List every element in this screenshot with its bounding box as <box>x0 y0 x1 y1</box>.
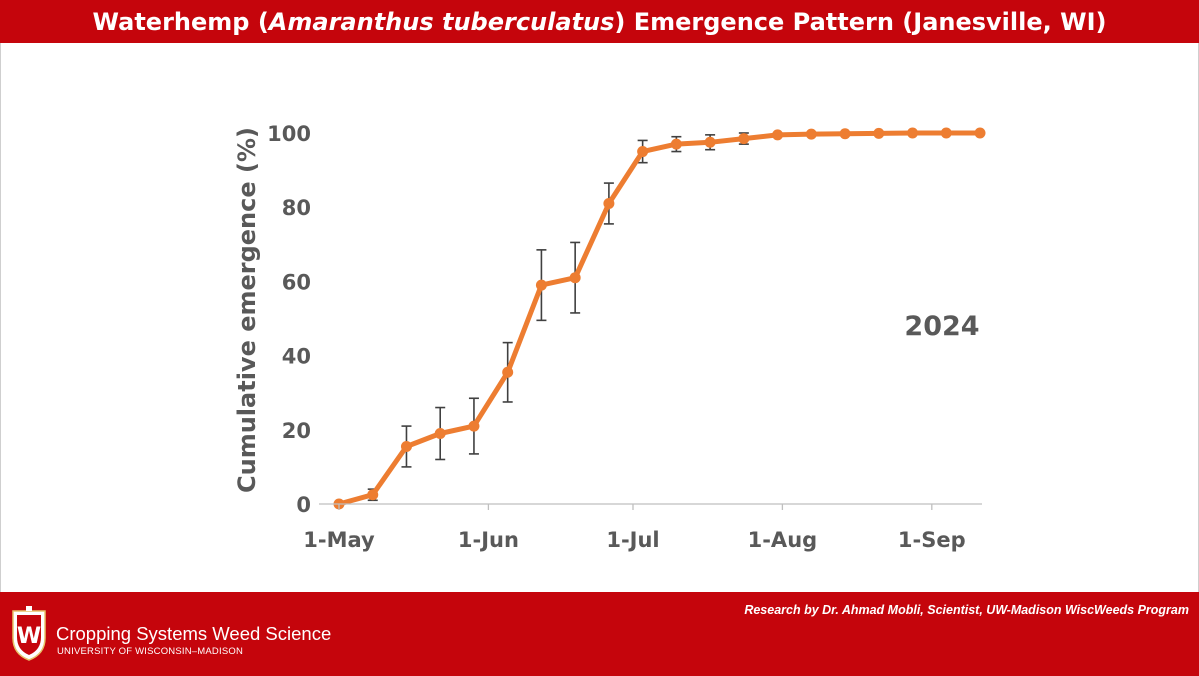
title-text: Waterhemp (Amaranthus tuberculatus) Emer… <box>92 7 1107 36</box>
y-tick-label: 100 <box>267 122 311 146</box>
x-tick-label: 1-Jun <box>458 528 519 552</box>
uw-crest-icon: W <box>12 606 46 661</box>
data-point <box>873 127 885 139</box>
data-point <box>805 128 817 140</box>
y-tick-label: 0 <box>296 493 311 517</box>
error-bars <box>367 132 749 502</box>
data-point <box>502 366 514 378</box>
y-tick-label: 20 <box>282 419 311 443</box>
university-name: UNIVERSITY OF WISCONSIN–MADISON <box>57 646 244 657</box>
emergence-chart: 1-May 1-Jun 1-Jul 1-Aug 1-Sep 0 20 40 60 80 100 C… <box>233 122 986 552</box>
data-point <box>738 133 750 145</box>
data-point <box>637 146 649 158</box>
species-name: Amaranthus tuberculatus <box>268 7 615 36</box>
data-point <box>772 129 784 141</box>
x-tick-label: 1-Sep <box>898 528 966 552</box>
series-line <box>336 130 983 507</box>
data-point <box>468 420 480 432</box>
data-point <box>940 127 952 139</box>
x-axis-ticks: 1-May 1-Jun 1-Jul 1-Aug 1-Sep <box>303 504 966 552</box>
data-point <box>434 428 446 440</box>
y-axis-ticks: 0 20 40 60 80 100 <box>267 122 311 517</box>
data-point <box>907 127 919 139</box>
data-point <box>367 489 379 501</box>
data-points <box>333 127 986 510</box>
data-point <box>400 440 412 452</box>
y-tick-label: 80 <box>282 196 311 220</box>
year-annotation: 2024 <box>904 311 979 342</box>
org-name: Cropping Systems Weed Science <box>56 623 332 644</box>
svg-text:W: W <box>17 624 41 649</box>
x-tick-label: 1-Aug <box>748 528 818 552</box>
data-point <box>569 272 581 284</box>
data-point <box>704 136 716 148</box>
title-banner: Waterhemp (Amaranthus tuberculatus) Emer… <box>0 0 1199 43</box>
data-point <box>839 128 851 140</box>
y-tick-label: 60 <box>282 270 311 294</box>
data-point <box>670 138 682 150</box>
y-axis-label: Cumulative emergence (%) <box>233 127 261 493</box>
chart-area: 1-May 1-Jun 1-Jul 1-Aug 1-Sep 0 20 40 60 80 100 C… <box>0 43 1199 592</box>
research-credit: Research by Dr. Ahmad Mobli, Scientist, … <box>744 603 1189 617</box>
x-tick-label: 1-May <box>303 528 375 552</box>
data-point <box>974 127 986 139</box>
footer-banner: Research by Dr. Ahmad Mobli, Scientist, … <box>0 592 1199 676</box>
data-point <box>535 279 547 291</box>
data-point <box>603 197 615 209</box>
y-tick-label: 40 <box>282 345 311 369</box>
x-tick-label: 1-Jul <box>606 528 659 552</box>
